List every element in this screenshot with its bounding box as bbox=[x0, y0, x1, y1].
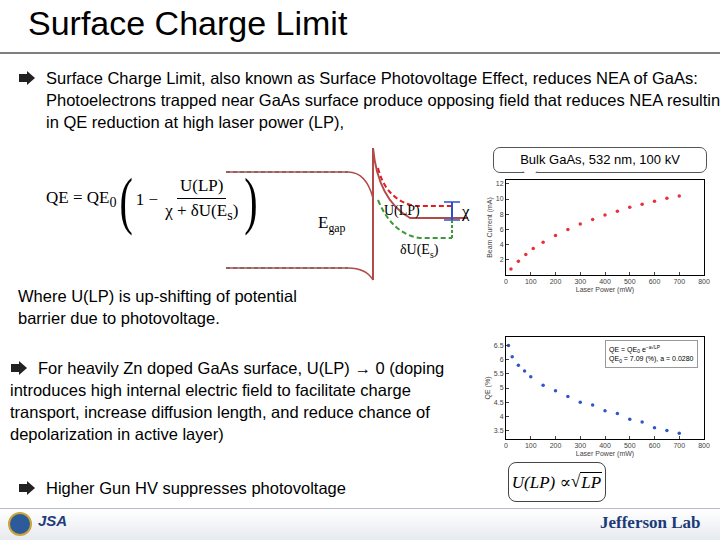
svg-text:Laser Power (mW): Laser Power (mW) bbox=[576, 450, 634, 458]
html-text:Where U(LP) is up-shifting of: Where U(LP) is up-shifting of potential … bbox=[18, 287, 297, 327]
svg-text:0: 0 bbox=[504, 442, 508, 449]
svg-text:800: 800 bbox=[698, 442, 710, 449]
svg-text:100: 100 bbox=[525, 442, 537, 449]
svg-text:χ: χ bbox=[461, 202, 470, 221]
html-text:1 −: 1 − bbox=[135, 190, 159, 209]
html-text:JSA: JSA bbox=[38, 512, 68, 529]
svg-text:12: 12 bbox=[496, 180, 504, 187]
html-text:For heavily Zn doped GaAs surf: For heavily Zn doped GaAs surface, U(LP)… bbox=[10, 359, 445, 443]
svg-text:5.5: 5.5 bbox=[494, 370, 504, 377]
svg-text:4.5: 4.5 bbox=[494, 399, 504, 406]
html-text:U(LP) ∝ √ LP: U(LP) ∝ √ LP bbox=[511, 472, 602, 492]
svg-text:QE = QE​0​ e​−a√LP​QE​0​ = 7.0: QE = QE​0​ e​−a√LP​QE​0​ = 7.09 (%), a =… bbox=[609, 344, 694, 364]
svg-text:Beam Current (mA): Beam Current (mA) bbox=[486, 197, 494, 258]
html-text:Surface Charge Limit: Surface Charge Limit bbox=[28, 4, 348, 42]
svg-text:400: 400 bbox=[599, 278, 611, 285]
svg-text:600: 600 bbox=[649, 278, 661, 285]
svg-text:600: 600 bbox=[649, 442, 661, 449]
html-text:χ + δU(Es): χ + δU(Es) bbox=[165, 200, 239, 224]
svg-text:2: 2 bbox=[500, 256, 504, 263]
svg-text:500: 500 bbox=[624, 278, 636, 285]
svg-text:200: 200 bbox=[550, 278, 562, 285]
svg-text:6.5: 6.5 bbox=[494, 342, 504, 349]
svg-text:0: 0 bbox=[504, 278, 508, 285]
html-text:U(LP): U(LP) bbox=[180, 175, 224, 195]
html-text:QE = QE 0: QE = QE 0 bbox=[46, 188, 117, 211]
svg-text:4: 4 bbox=[500, 241, 504, 248]
html-text:Higher Gun HV suppresses photo: Higher Gun HV suppresses photovoltage bbox=[46, 479, 346, 497]
svg-text:8: 8 bbox=[500, 211, 504, 218]
svg-text:700: 700 bbox=[673, 278, 685, 285]
svg-text:Egap: Egap bbox=[318, 213, 346, 235]
svg-text:400: 400 bbox=[599, 442, 611, 449]
svg-text:6: 6 bbox=[500, 226, 504, 233]
svg-text:U(LP): U(LP) bbox=[384, 203, 420, 219]
svg-text:500: 500 bbox=[624, 442, 636, 449]
svg-text:700: 700 bbox=[673, 442, 685, 449]
svg-text:200: 200 bbox=[550, 442, 562, 449]
html-text:Bulk GaAs, 532 nm, 100 kV: Bulk GaAs, 532 nm, 100 kV bbox=[520, 152, 680, 167]
svg-text:300: 300 bbox=[574, 442, 586, 449]
svg-text:δU(Es): δU(Es) bbox=[400, 242, 439, 260]
svg-text:3.5: 3.5 bbox=[494, 427, 504, 434]
svg-text:800: 800 bbox=[698, 278, 710, 285]
svg-text:4: 4 bbox=[500, 413, 504, 420]
svg-text:Laser Power (mW): Laser Power (mW) bbox=[576, 286, 634, 294]
svg-text:10: 10 bbox=[496, 195, 504, 202]
svg-text:6: 6 bbox=[500, 356, 504, 363]
html-text:Jefferson Lab: Jefferson Lab bbox=[600, 513, 701, 532]
svg-text:5: 5 bbox=[500, 384, 504, 391]
svg-text:100: 100 bbox=[525, 278, 537, 285]
svg-text:QE (%): QE (%) bbox=[484, 377, 492, 400]
svg-text:300: 300 bbox=[574, 278, 586, 285]
